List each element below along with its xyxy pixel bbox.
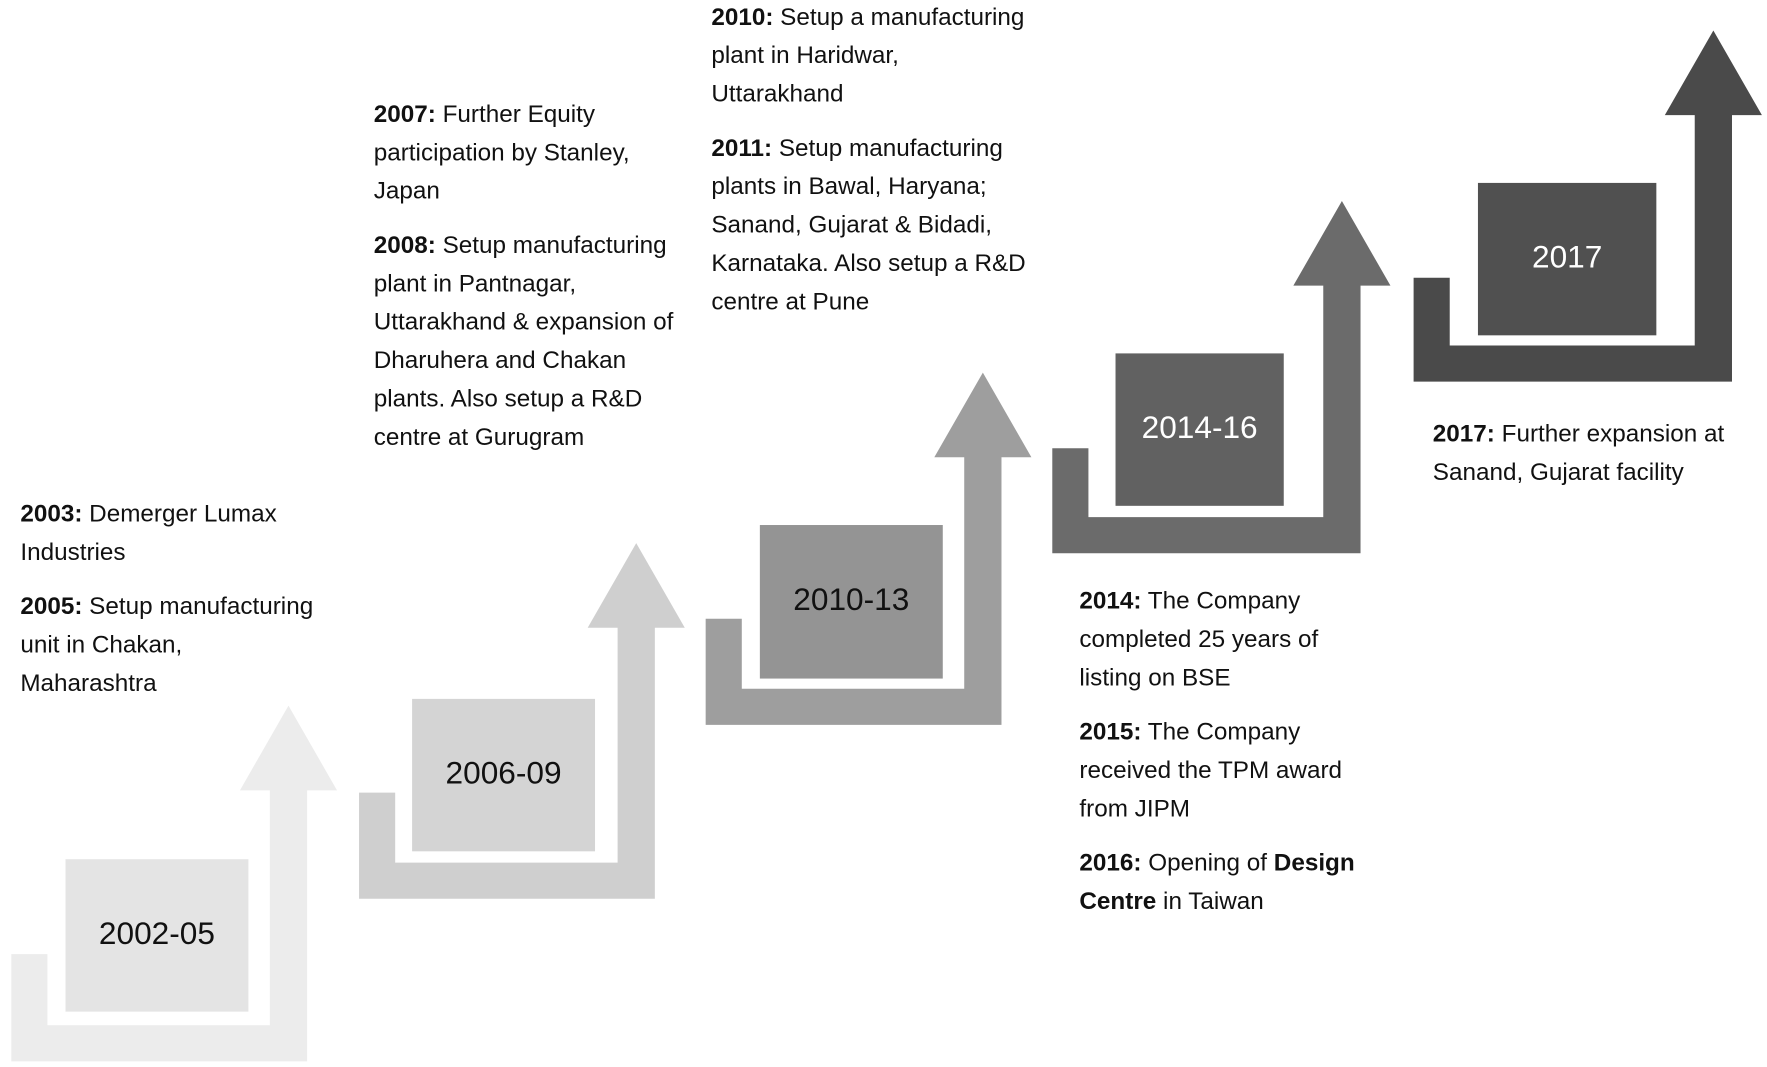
event-year: 2007: [373,100,436,128]
event-year: 2010: [711,3,774,31]
period-label: 2002-05 [99,915,215,951]
event-text: Further expansion at Sanand, Gujarat fac… [1432,420,1725,486]
event-text: Setup manufacturing plants in Bawal, Har… [711,134,1026,316]
event-list: 2010: Setup a manufacturing plant in Har… [711,0,1033,336]
step-arrow [11,705,338,1062]
event: 2010: Setup a manufacturing plant in Har… [711,0,1033,113]
event-year: 2016: [1079,849,1142,877]
event-list: 2017: Further expansion at Sanand, Gujar… [1433,414,1738,507]
event-year: 2014: [1079,587,1142,615]
period-box [759,525,943,679]
period-label: 2006-09 [446,754,562,790]
event-text: Further Equity participation by Stanley,… [373,100,630,205]
step-arrow [1052,200,1391,554]
event: 2003: Demerger Lumax Industries [20,495,325,572]
event: 2017: Further expansion at Sanand, Gujar… [1433,414,1738,491]
event-year: 2005: [20,592,83,620]
step-arrow [1413,30,1762,382]
event-list: 2007: Further Equity participation by St… [374,95,684,472]
event-highlight: Design Centre [1079,849,1355,915]
event: 2011: Setup manufacturing plants in Bawa… [711,129,1033,321]
event-year: 2011: [711,134,773,162]
step-arrow [705,372,1032,725]
period-box [412,698,596,852]
period-box [1115,353,1284,506]
event-text: Setup manufacturing unit in Chakan, Maha… [20,592,314,697]
event-text: The Company received the TPM award from … [1079,718,1343,822]
event-year: 2008: [373,231,436,259]
event: 2014: The Company completed 25 years of … [1079,581,1384,696]
period-label: 2017 [1532,238,1602,274]
event-list: 2014: The Company completed 25 years of … [1079,581,1384,936]
event-text: Opening of [1148,849,1268,877]
event-text: The Company completed 25 years of listin… [1079,587,1319,691]
event: 2015: The Company received the TPM award… [1079,712,1384,827]
event-list: 2003: Demerger Lumax Industries 2005: Set… [20,495,325,719]
step-arrow [359,543,685,899]
event-year: 2015: [1079,718,1142,746]
period-label: 2010-13 [793,581,909,617]
period-box [1477,182,1657,336]
event-text: Demerger Lumax Industries [20,500,277,566]
period-label: 2014-16 [1142,409,1258,445]
event-year: 2017: [1432,420,1495,448]
event-text: Setup a manufacturing plant in Haridwar,… [711,3,1025,108]
event-year: 2003: [20,500,83,528]
event: 2005: Setup manufacturing unit in Chakan… [20,587,325,702]
event: 2008: Setup manufacturing plant in Pantn… [374,226,684,456]
event: 2016: Opening of Design Centre in Taiwan [1079,843,1384,920]
event-text: Setup manufacturing plant in Pantnagar, … [373,231,674,451]
event: 2007: Further Equity participation by St… [374,95,684,210]
period-box [65,859,249,1012]
event-text: in Taiwan [1163,887,1264,915]
